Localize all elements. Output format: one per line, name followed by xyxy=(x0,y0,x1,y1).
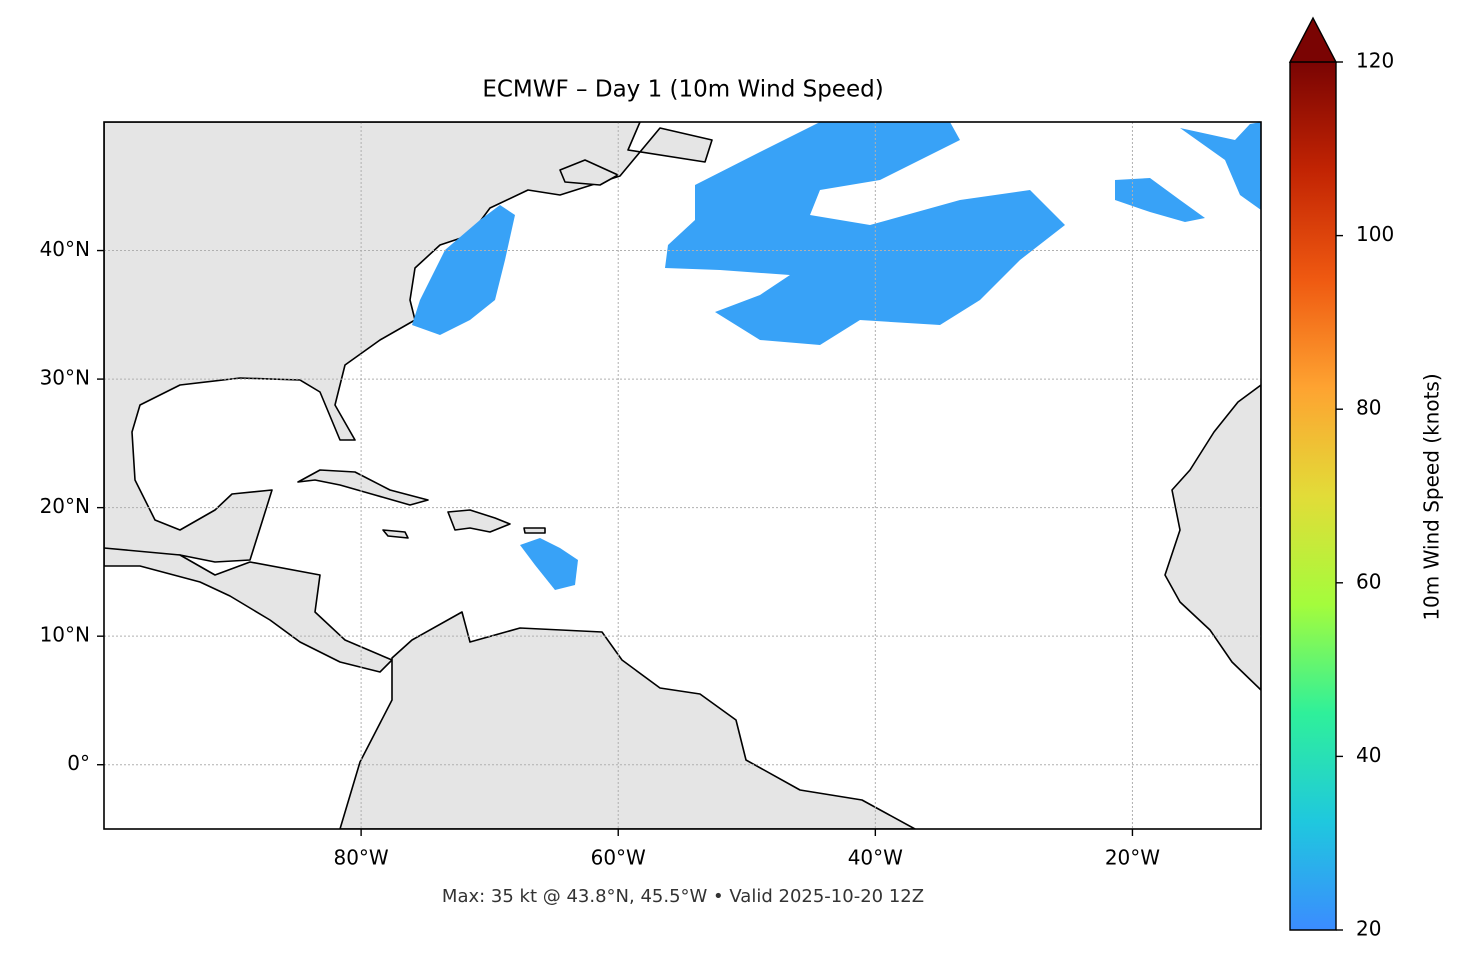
x-tick-label: 80°W xyxy=(333,846,388,870)
y-tick-label: 0° xyxy=(67,751,90,775)
chart-title: ECMWF – Day 1 (10m Wind Speed) xyxy=(482,77,883,103)
wind-swath xyxy=(412,205,515,335)
x-tick-label: 40°W xyxy=(848,846,903,870)
africa xyxy=(1164,384,1261,691)
x-tick-label: 60°W xyxy=(591,846,646,870)
colorbar-tick-label: 60 xyxy=(1356,569,1381,593)
y-tick-label: 10°N xyxy=(40,623,90,647)
colorbar-label: 10m Wind Speed (knots) xyxy=(1420,373,1444,620)
cuba xyxy=(297,469,429,506)
south-america xyxy=(339,611,916,829)
y-tick-label: 20°N xyxy=(40,494,90,518)
axes-frame xyxy=(103,121,1262,830)
colorbar-frame xyxy=(1289,62,1337,931)
basemap xyxy=(104,122,1261,829)
newfoundland xyxy=(559,159,619,186)
y-tick-label: 40°N xyxy=(40,237,90,261)
colorbar xyxy=(1290,62,1336,930)
wind-swath xyxy=(665,122,1065,345)
colorbar-tick-label: 100 xyxy=(1356,222,1394,246)
wind-swath xyxy=(1115,178,1205,222)
colorbar-tick-label: 80 xyxy=(1356,396,1381,420)
jamaica xyxy=(382,529,409,539)
wind-swath xyxy=(1180,122,1261,210)
wind-swath xyxy=(520,538,578,590)
footer-note: Max: 35 kt @ 43.8°N, 45.5°W • Valid 2025… xyxy=(442,886,924,907)
colorbar-tick-label: 20 xyxy=(1356,917,1381,941)
x-tick-label: 20°W xyxy=(1105,846,1160,870)
hispaniola xyxy=(447,509,511,533)
colorbar-tick-label: 120 xyxy=(1356,49,1394,73)
colorbar-extend xyxy=(1288,16,1338,63)
puerto-rico xyxy=(523,527,546,534)
colorbar-tick-label: 40 xyxy=(1356,743,1381,767)
central-america xyxy=(104,547,393,673)
y-tick-label: 30°N xyxy=(40,366,90,390)
